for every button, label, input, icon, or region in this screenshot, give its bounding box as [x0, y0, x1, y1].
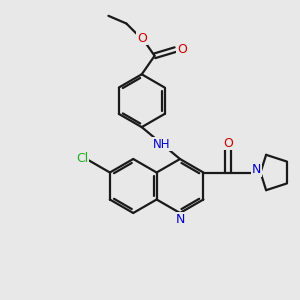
Text: N: N — [252, 163, 262, 176]
Text: O: O — [137, 32, 147, 45]
Text: N: N — [175, 213, 185, 226]
Text: Cl: Cl — [76, 152, 88, 165]
Text: NH: NH — [153, 137, 171, 151]
Text: O: O — [223, 136, 233, 150]
Text: O: O — [177, 43, 187, 56]
